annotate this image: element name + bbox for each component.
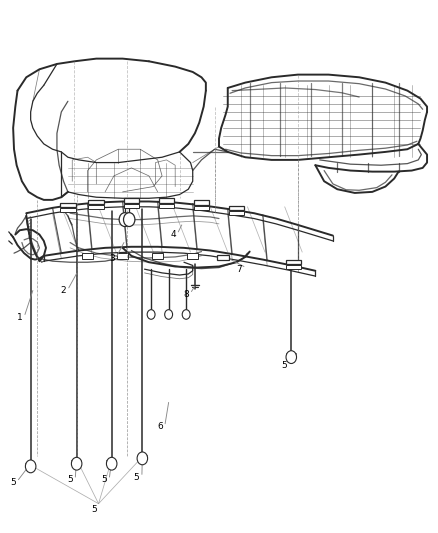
FancyBboxPatch shape [88,205,104,209]
Circle shape [71,457,82,470]
Circle shape [182,310,190,319]
FancyBboxPatch shape [82,253,93,259]
FancyBboxPatch shape [159,204,174,208]
FancyBboxPatch shape [124,198,139,203]
Circle shape [25,460,36,473]
Circle shape [286,351,297,364]
Text: 5: 5 [91,505,97,513]
Text: 1: 1 [17,313,23,321]
Text: 2: 2 [61,286,66,295]
FancyBboxPatch shape [187,253,198,259]
FancyBboxPatch shape [217,255,229,260]
FancyBboxPatch shape [286,260,301,264]
Text: 5: 5 [10,478,16,487]
FancyBboxPatch shape [124,204,139,208]
FancyBboxPatch shape [159,198,174,203]
FancyBboxPatch shape [194,206,209,210]
Circle shape [137,452,148,465]
Text: 5: 5 [101,475,107,484]
Text: 5: 5 [281,361,287,369]
FancyBboxPatch shape [117,253,128,259]
FancyBboxPatch shape [194,200,209,205]
FancyBboxPatch shape [60,208,76,212]
FancyBboxPatch shape [152,253,163,259]
FancyBboxPatch shape [88,200,104,204]
Text: 3: 3 [109,254,115,263]
FancyBboxPatch shape [229,211,244,215]
Circle shape [165,310,173,319]
Text: 8: 8 [183,290,189,298]
Circle shape [147,310,155,319]
Circle shape [124,213,135,227]
Text: 6: 6 [157,422,163,431]
Text: 5: 5 [134,473,140,481]
FancyBboxPatch shape [229,206,244,210]
Text: 4: 4 [170,230,176,239]
FancyBboxPatch shape [286,265,301,269]
Text: 7: 7 [236,265,242,273]
Text: 5: 5 [67,475,73,484]
Circle shape [119,213,131,227]
Circle shape [106,457,117,470]
FancyBboxPatch shape [60,203,76,207]
